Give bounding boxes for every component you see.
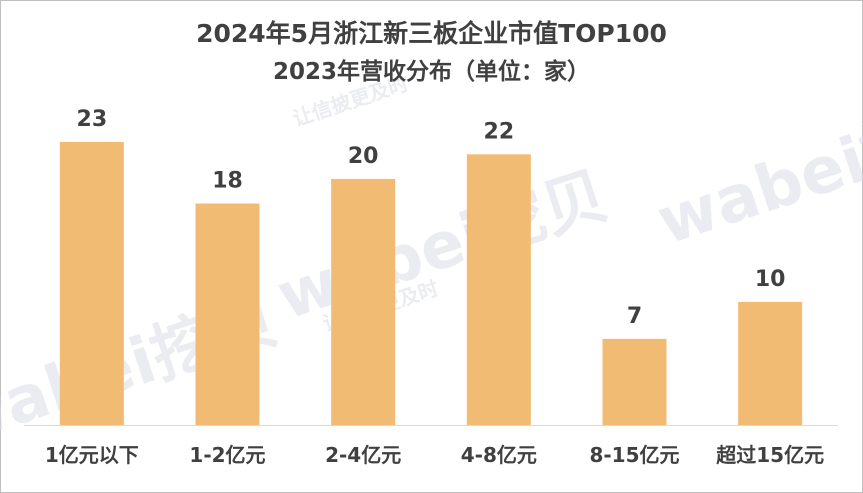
value-label-1: 18 (212, 169, 243, 194)
value-label-0: 23 (77, 107, 108, 132)
bar-0 (59, 142, 124, 425)
chart-subtitle: 2023年营收分布（单位：家） (272, 59, 590, 85)
value-label-3: 22 (484, 119, 515, 144)
chart-title: 2024年5月浙江新三板企业市值TOP100 (196, 19, 667, 48)
bar-4 (602, 338, 667, 425)
value-label-5: 10 (755, 267, 786, 292)
bar-1 (195, 203, 260, 425)
value-label-4: 7 (627, 304, 642, 329)
category-label-4: 8-15亿元 (589, 443, 679, 467)
category-label-1: 1-2亿元 (189, 443, 265, 467)
bar-5 (738, 301, 803, 425)
category-label-5: 超过15亿元 (715, 443, 824, 467)
value-label-2: 20 (348, 144, 379, 169)
category-label-0: 1亿元以下 (45, 443, 139, 467)
bar-3 (466, 154, 531, 425)
bar-2 (331, 178, 396, 425)
category-label-2: 2-4亿元 (325, 443, 401, 467)
category-label-3: 4-8亿元 (461, 443, 537, 467)
